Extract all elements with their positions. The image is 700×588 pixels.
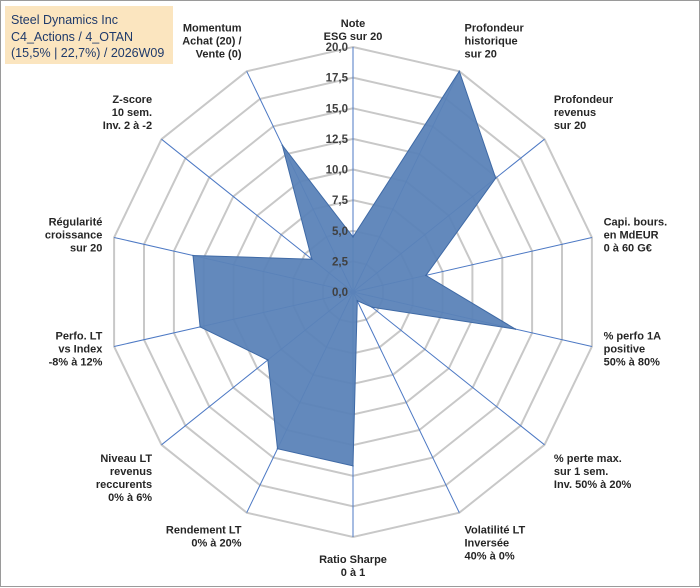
axis-label-line: vs Index xyxy=(58,344,103,356)
data-point xyxy=(514,328,517,330)
axis-label-line: Régularité xyxy=(49,216,103,228)
axis-label-line: Volatilité LT xyxy=(465,525,526,537)
tick-label: 15,0 xyxy=(326,103,348,115)
axis-label: Volatilité LT Inversée 40% à 0% xyxy=(465,525,526,563)
data-point xyxy=(371,306,374,309)
data-point xyxy=(267,359,269,361)
axis-label: Perfo. LT vs Index -8% à 12% xyxy=(49,331,104,369)
axis-spoke xyxy=(352,291,545,446)
tick-label: 5,0 xyxy=(332,226,348,238)
axis-label-line: Inv. 50% à 20% xyxy=(554,479,632,491)
axis-label-line: Perfo. LT xyxy=(56,331,103,343)
axis-label-line: 0% à 6% xyxy=(108,492,152,504)
axis-label-line: Achat (20) / xyxy=(182,36,241,48)
axis-label-line: sur 20 xyxy=(465,49,497,61)
axis-label-line: Ratio Sharpe xyxy=(319,554,387,566)
axis-label-line: sur 20 xyxy=(70,242,102,254)
axis-label-line: revenus xyxy=(554,107,596,119)
axis-spoke xyxy=(352,291,460,513)
tick-label: 7,5 xyxy=(332,195,349,207)
tick-label: 2,5 xyxy=(332,256,349,268)
performance-detail: (15,5% | 22,7%) / 2026W09 xyxy=(11,46,165,60)
axis-label-line: ESG sur 20 xyxy=(324,31,383,43)
data-point xyxy=(281,144,284,146)
axis-label: Profondeur revenus sur 20 xyxy=(554,94,614,132)
company-name: Steel Dynamics Inc xyxy=(11,13,118,27)
axis-label-line: Capi. bours. xyxy=(604,216,668,228)
axis-label-line: positive xyxy=(604,344,646,356)
axis-label-line: Niveau LT xyxy=(100,453,152,465)
axis-label-line: 10 sem. xyxy=(112,107,152,119)
axis-label: Régularité croissance sur 20 xyxy=(45,216,102,254)
axis-label: Ratio Sharpe 0 à 1 xyxy=(319,554,387,579)
axis-label-line: en MdEUR xyxy=(604,229,659,241)
data-point xyxy=(192,254,194,257)
axis-label: Momentum Achat (20) / Vente (0) xyxy=(182,23,242,61)
tick-label: 17,5 xyxy=(326,73,349,85)
axis-label-line: croissance xyxy=(45,229,102,241)
tick-label: 10,0 xyxy=(326,165,348,177)
axis-label-line: % perfo 1A xyxy=(604,331,662,343)
axis-label-line: Inv. 2 à -2 xyxy=(103,120,152,132)
axis-label-line: 50% à 80% xyxy=(604,357,660,369)
axis-label-line: sur 20 xyxy=(554,120,586,132)
tick-label: 0,0 xyxy=(332,287,348,299)
data-point xyxy=(276,447,279,450)
axis-label-line: Momentum xyxy=(183,23,242,35)
axis-label: % perte max. sur 1 sem. Inv. 50% à 20% xyxy=(554,453,632,491)
data-point xyxy=(494,177,497,179)
series-area xyxy=(192,70,516,467)
tick-label: 20,0 xyxy=(326,42,348,54)
axis-label-line: Z-score xyxy=(112,94,152,106)
axis-label: Z-score 10 sem. Inv. 2 à -2 xyxy=(103,94,152,132)
axis-label-line: revenus xyxy=(110,466,152,478)
axis-label: Note ESG sur 20 xyxy=(324,18,383,43)
axis-label-line: 0 à 1 xyxy=(341,567,365,579)
portfolio-path: C4_Actions / 4_OTAN xyxy=(11,29,134,44)
axis-label-line: Profondeur xyxy=(465,23,525,35)
axis-label: % perfo 1A positive 50% à 80% xyxy=(604,331,662,369)
tick-label: 12,5 xyxy=(326,134,349,146)
chart-title-box: Steel Dynamics Inc C4_Actions / 4_OTAN (… xyxy=(5,6,173,64)
axis-label-line: Note xyxy=(341,18,365,30)
data-point xyxy=(352,236,354,238)
axis-label-line: 0 à 60 G€ xyxy=(604,242,652,254)
axis-label-line: Rendement LT xyxy=(166,525,242,537)
data-point xyxy=(352,465,354,467)
axis-label-line: historique xyxy=(465,36,518,48)
axis-label-line: Profondeur xyxy=(554,94,614,106)
axis-label: Profondeur historique sur 20 xyxy=(465,23,525,61)
axis-label-line: 0% à 20% xyxy=(191,538,241,550)
data-point xyxy=(199,326,201,328)
axis-label-line: sur 1 sem. xyxy=(554,466,608,478)
axis-label-line: -8% à 12% xyxy=(49,357,103,369)
axis-label-line: Inversée xyxy=(465,538,510,550)
axis-label-line: % perte max. xyxy=(554,453,622,465)
axis-label-line: Vente (0) xyxy=(196,49,242,61)
axis-label: Capi. bours. en MdEUR 0 à 60 G€ xyxy=(604,216,668,254)
axis-label: Niveau LT revenus reccurents 0% à 6% xyxy=(96,453,153,504)
data-point xyxy=(458,70,461,73)
axis-label: Rendement LT 0% à 20% xyxy=(166,525,242,550)
axis-label-line: reccurents xyxy=(96,479,152,491)
data-point xyxy=(311,258,313,261)
data-point xyxy=(425,274,427,277)
axis-label-line: 40% à 0% xyxy=(465,551,515,563)
data-point xyxy=(356,300,359,302)
